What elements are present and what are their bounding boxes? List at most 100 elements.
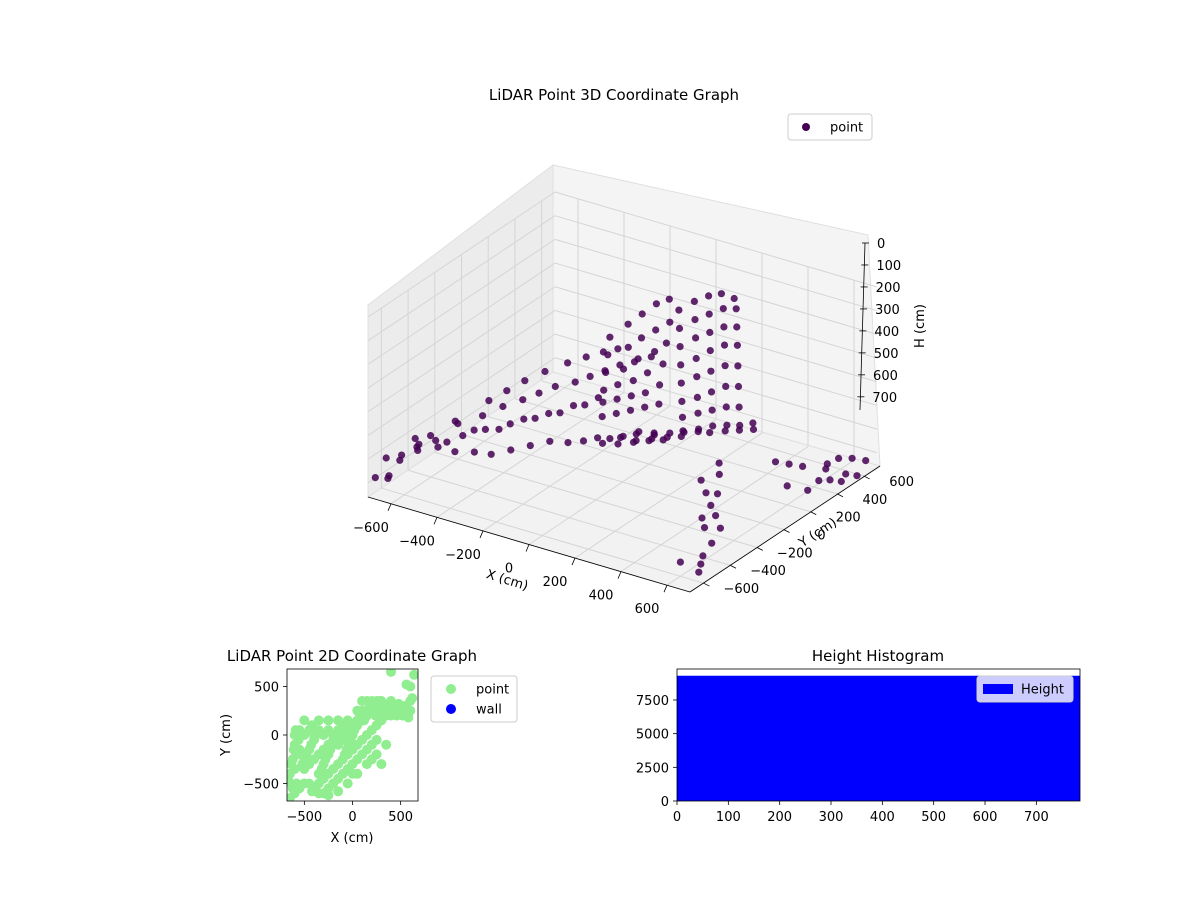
- x-tick-mark-3d: [617, 571, 622, 579]
- data-point-3d: [612, 409, 620, 418]
- x-tick-label-3d: −200: [445, 548, 481, 563]
- data-point-3d: [853, 472, 861, 480]
- data-point-3d: [427, 432, 435, 440]
- data-point-3d: [699, 552, 707, 560]
- data-point-3d: [702, 489, 710, 497]
- data-point-3d: [564, 439, 572, 447]
- data-point-3d: [709, 422, 717, 430]
- legend-label-point-3d: point: [830, 121, 863, 136]
- data-point-3d: [556, 409, 564, 417]
- data-point-2d: [323, 790, 334, 801]
- data-point-3d: [413, 443, 421, 451]
- grid-line-z: [554, 238, 878, 335]
- data-point-3d: [694, 428, 702, 436]
- data-point-3d: [720, 323, 728, 331]
- data-point-3d: [676, 558, 685, 566]
- legend-hist: Height: [976, 675, 1074, 703]
- legend-marker-point-2d: [446, 684, 456, 694]
- x-tick-label-hist: 0: [673, 810, 681, 825]
- grid-line-z: [367, 191, 556, 318]
- y-axis-label-2d: Y (cm): [219, 714, 234, 757]
- data-point-3d: [722, 382, 730, 390]
- data-point-3d: [499, 402, 507, 411]
- data-point-3d: [629, 438, 638, 446]
- data-point-3d: [698, 514, 706, 522]
- data-point-3d: [700, 524, 709, 532]
- y-tick-label-3d: −400: [750, 564, 786, 579]
- data-point-3d: [598, 413, 606, 421]
- data-point-2d: [290, 725, 301, 736]
- data-point-3d: [503, 387, 511, 395]
- data-point-3d: [706, 328, 714, 336]
- data-point-3d: [614, 381, 622, 389]
- x-tick-mark-3d: [571, 557, 576, 566]
- grid-line-z: [554, 191, 878, 288]
- y-tick-label-3d: 200: [836, 511, 861, 526]
- data-point-3d: [719, 305, 727, 313]
- data-point-3d: [720, 341, 729, 349]
- z-axis-label-3d: H (cm): [913, 304, 928, 348]
- grid-line-z: [554, 333, 878, 430]
- data-point-3d: [604, 351, 612, 359]
- legend-label-point-2d: point: [476, 683, 509, 698]
- data-point-3d: [735, 403, 743, 411]
- data-point-3d: [815, 477, 823, 485]
- data-point-3d: [594, 394, 603, 402]
- x-tick-label-hist: 300: [819, 810, 844, 825]
- y-tick-label-3d: −200: [777, 546, 813, 561]
- data-point-3d: [650, 429, 658, 437]
- data-point-3d: [691, 316, 699, 324]
- data-point-2d: [376, 696, 387, 706]
- data-point-3d: [434, 443, 442, 451]
- data-point-3d: [487, 450, 495, 458]
- data-point-3d: [826, 476, 834, 484]
- x-tick-mark-3d: [663, 585, 668, 593]
- data-point-3d: [656, 381, 664, 389]
- data-point-3d: [749, 425, 758, 433]
- data-point-3d: [675, 324, 684, 332]
- data-point-3d: [626, 406, 635, 414]
- grid-line-z: [367, 262, 556, 389]
- data-point-2d: [357, 696, 368, 706]
- data-point-3d: [693, 393, 702, 401]
- chart-title-3d: LiDAR Point 3D Coordinate Graph: [489, 86, 739, 104]
- z-tick-label-3d: 100: [876, 259, 901, 274]
- data-point-3d: [678, 397, 686, 405]
- y-tick-label-3d: −600: [723, 582, 759, 597]
- x-tick-mark-3d: [479, 530, 484, 539]
- data-point-3d: [613, 395, 621, 403]
- data-point-3d: [541, 367, 549, 376]
- data-point-3d: [713, 490, 722, 498]
- data-point-3d: [371, 474, 379, 482]
- data-point-3d: [634, 355, 642, 363]
- z-tick-label-3d: 400: [874, 325, 899, 340]
- grid-line-y: [434, 451, 757, 548]
- data-point-3d: [569, 402, 578, 410]
- data-point-2d: [307, 786, 317, 797]
- data-point-3d: [715, 459, 723, 467]
- legend-label-wall-2d: wall: [476, 703, 502, 718]
- y-tick-label-hist: 0: [661, 795, 669, 810]
- data-point-3d: [594, 434, 602, 442]
- legend-swatch-height: [983, 684, 1013, 694]
- data-point-3d: [652, 300, 661, 308]
- data-point-3d: [470, 448, 478, 456]
- data-point-3d: [659, 436, 667, 444]
- data-point-3d: [716, 524, 725, 532]
- x-tick-mark-3d: [525, 544, 530, 552]
- height-histogram-chart: Height Histogram 0 100 200 300 400 500 600 7000…: [636, 647, 1081, 825]
- y-tick-label-3d: 600: [889, 475, 914, 490]
- chart-title-hist: Height Histogram: [812, 647, 944, 665]
- chart-title-2d: LiDAR Point 2D Coordinate Graph: [227, 647, 477, 665]
- data-point-2d: [403, 712, 414, 723]
- y-tick-mark-3d: [836, 493, 844, 498]
- grid-line-z: [367, 238, 556, 365]
- data-point-2d: [287, 776, 294, 787]
- x-tick-label-2d: 0: [348, 810, 356, 825]
- data-point-3d: [643, 369, 652, 377]
- data-point-3d: [624, 320, 632, 328]
- data-point-3d: [706, 429, 714, 437]
- data-point-3d: [652, 326, 660, 334]
- y-tick-label-hist: 2500: [636, 761, 669, 776]
- data-point-3d: [398, 451, 406, 459]
